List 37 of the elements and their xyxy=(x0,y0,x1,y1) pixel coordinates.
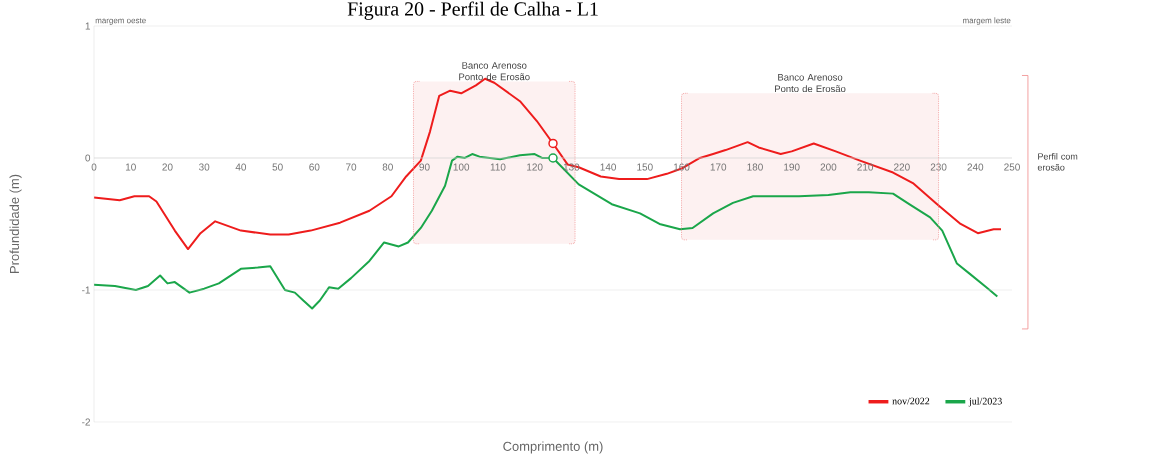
x-tick-label: 220 xyxy=(894,163,910,171)
line-series xyxy=(93,153,999,310)
x-tick-label: 0 xyxy=(91,163,97,171)
band-label: Banco Arenoso Ponto de Erosão xyxy=(459,62,530,81)
legend-label: jul/2023 xyxy=(968,397,1002,407)
x-tick-label: 110 xyxy=(490,163,506,171)
y-axis-title: Profundidade (m) xyxy=(9,174,22,273)
x-tick-label: 10 xyxy=(125,163,136,171)
x-tick-label: 150 xyxy=(637,163,653,171)
x-tick-label: 180 xyxy=(747,163,763,171)
x-tick-label: 140 xyxy=(600,163,617,171)
x-tick-label: 60 xyxy=(309,163,320,171)
x-tick-label: 50 xyxy=(272,163,283,171)
x-axis-title: Comprimento (m) xyxy=(503,441,603,454)
x-tick-label: 200 xyxy=(820,163,837,171)
x-tick-label: 120 xyxy=(527,163,543,171)
x-tick-label: 230 xyxy=(930,163,947,171)
x-tick-label: 250 xyxy=(1004,163,1020,171)
x-tick-label: 80 xyxy=(382,163,393,171)
x-tick-label: 40 xyxy=(235,163,247,171)
legend-label: nov/2022 xyxy=(892,397,930,405)
chart-title: Figura 20 - Perfil de Calha - L1 xyxy=(347,1,598,20)
x-tick-label: 240 xyxy=(967,163,984,171)
x-tick-label: 210 xyxy=(857,163,874,171)
y-tick-label: -1 xyxy=(82,286,91,294)
y-tick-label: 0 xyxy=(85,154,91,162)
y-tick-label: -2 xyxy=(82,418,90,426)
x-tick-label: 70 xyxy=(346,163,357,171)
x-tick-label: 30 xyxy=(199,163,210,171)
band-label: Banco Arenoso Ponto de Erosão xyxy=(775,74,846,93)
text: Perfil com erosão xyxy=(1037,153,1078,171)
x-tick-label: 100 xyxy=(453,163,470,171)
x-tick-label: 90 xyxy=(419,163,430,171)
y-tick-label: 1 xyxy=(85,22,91,30)
x-tick-label: 190 xyxy=(784,163,800,171)
x-tick-label: 20 xyxy=(162,163,173,171)
x-tick-label: 170 xyxy=(710,163,727,171)
